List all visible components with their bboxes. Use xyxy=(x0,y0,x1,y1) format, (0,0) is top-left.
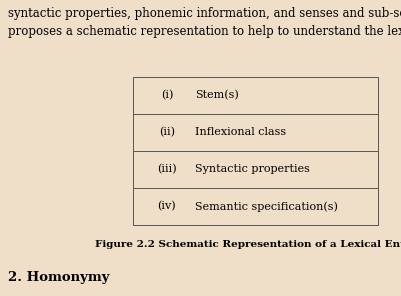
Text: 2. Homonymy: 2. Homonymy xyxy=(8,271,109,284)
Text: syntactic properties, phonemic information, and senses and sub-senses.  Lyo: syntactic properties, phonemic informati… xyxy=(8,7,401,20)
Text: Syntactic properties: Syntactic properties xyxy=(194,165,309,174)
Text: (iv): (iv) xyxy=(157,201,176,212)
Text: (ii): (ii) xyxy=(158,127,174,138)
Text: (i): (i) xyxy=(160,90,172,101)
Text: Stem(s): Stem(s) xyxy=(194,90,238,101)
Text: Inflexional class: Inflexional class xyxy=(194,128,286,137)
Text: Figure 2.2 Schematic Representation of a Lexical Entry: Figure 2.2 Schematic Representation of a… xyxy=(94,240,401,249)
Text: proposes a schematic representation to help to understand the lexical entry.: proposes a schematic representation to h… xyxy=(8,25,401,38)
Text: Semantic specification(s): Semantic specification(s) xyxy=(194,201,337,212)
Text: (iii): (iii) xyxy=(157,164,176,175)
FancyBboxPatch shape xyxy=(132,77,377,225)
